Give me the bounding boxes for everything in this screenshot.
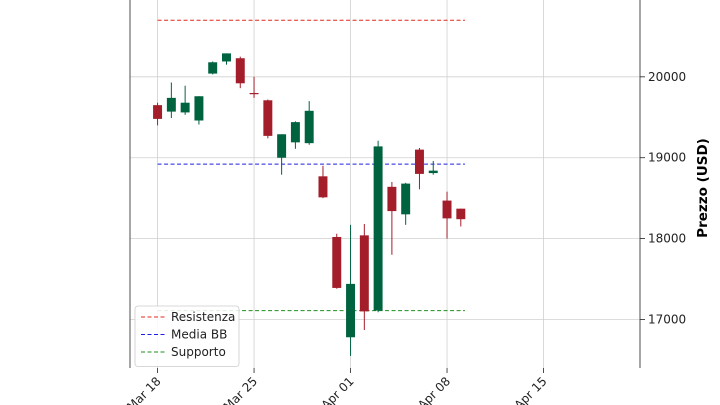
candle-body bbox=[442, 200, 452, 219]
candle bbox=[442, 191, 452, 239]
candle-body bbox=[263, 100, 273, 136]
candle-body bbox=[401, 183, 411, 215]
candle-body bbox=[194, 96, 204, 121]
candle bbox=[359, 224, 369, 330]
legend: Resistenza Media BB Supporto bbox=[134, 305, 240, 367]
candle bbox=[401, 182, 411, 225]
candle bbox=[332, 233, 342, 289]
candles bbox=[153, 53, 466, 356]
candle bbox=[194, 96, 204, 125]
candle-body bbox=[414, 149, 424, 174]
candle bbox=[222, 53, 231, 65]
candle-body bbox=[346, 283, 356, 338]
candle-body bbox=[153, 105, 163, 119]
candle bbox=[290, 121, 300, 149]
candle bbox=[414, 148, 424, 190]
candle-body bbox=[290, 122, 300, 143]
candle-body bbox=[180, 102, 190, 113]
candle bbox=[180, 85, 190, 115]
candle bbox=[277, 134, 287, 175]
legend-box bbox=[134, 305, 240, 367]
candle-body bbox=[456, 208, 466, 220]
candle bbox=[235, 56, 245, 89]
candle-body bbox=[166, 97, 176, 112]
legend-entry-media-bb: Media BB bbox=[171, 328, 227, 342]
grid bbox=[130, 0, 640, 368]
candle bbox=[428, 160, 438, 175]
candle-body bbox=[304, 110, 314, 144]
candle bbox=[346, 224, 356, 356]
x-tick-label: Mar 18 bbox=[124, 374, 163, 405]
candle bbox=[166, 82, 176, 119]
candle bbox=[373, 140, 383, 313]
candle-body bbox=[428, 170, 438, 174]
candle-body bbox=[332, 236, 342, 288]
x-tick-label: Mar 25 bbox=[221, 374, 260, 405]
y-axis-label: Prezzo (USD) bbox=[695, 138, 711, 238]
candle-body bbox=[235, 58, 245, 84]
legend-entry-supporto: Supporto bbox=[171, 345, 226, 359]
candle bbox=[263, 99, 273, 139]
candle bbox=[208, 61, 218, 75]
y-tick-label: 20000 bbox=[648, 70, 686, 84]
x-tick-label: Apr 01 bbox=[319, 374, 357, 405]
candle bbox=[387, 181, 397, 255]
y-tick-label: 17000 bbox=[648, 312, 686, 326]
x-tick-label: Apr 15 bbox=[512, 374, 550, 405]
candle-body bbox=[318, 176, 328, 198]
candle-body bbox=[359, 235, 369, 312]
candle-body bbox=[249, 93, 259, 95]
candle-body bbox=[373, 146, 383, 311]
candle bbox=[249, 76, 259, 98]
y-tick-label: 18000 bbox=[648, 232, 686, 246]
reference-lines bbox=[157, 19, 465, 312]
candle bbox=[456, 208, 466, 227]
candle bbox=[304, 101, 314, 145]
y-tick-label: 19000 bbox=[648, 151, 686, 165]
candle bbox=[153, 102, 163, 126]
candle-body bbox=[208, 62, 218, 74]
candle bbox=[318, 165, 328, 199]
candle-body bbox=[387, 186, 397, 212]
candle-body bbox=[222, 53, 231, 62]
candle-body bbox=[277, 134, 287, 158]
legend-entry-resistenza: Resistenza bbox=[171, 310, 235, 324]
x-tick-label: Apr 08 bbox=[415, 374, 453, 405]
